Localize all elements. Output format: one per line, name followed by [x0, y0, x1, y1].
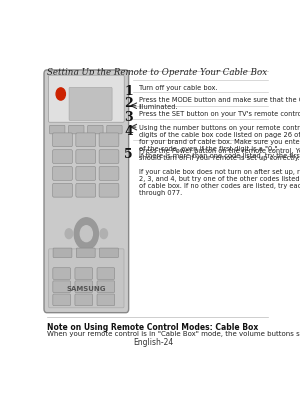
FancyBboxPatch shape [76, 183, 96, 197]
FancyBboxPatch shape [48, 75, 124, 122]
FancyBboxPatch shape [100, 248, 118, 258]
Text: Setting Up the Remote to Operate Your Cable Box: Setting Up the Remote to Operate Your Ca… [47, 67, 267, 77]
Circle shape [65, 229, 73, 239]
FancyBboxPatch shape [52, 183, 72, 197]
FancyBboxPatch shape [76, 248, 95, 258]
Text: Press the MODE button and make sure that the Cable LED is
illuminated.: Press the MODE button and make sure that… [139, 97, 300, 110]
Text: Using the number buttons on your remote control, enter three
digits of the cable: Using the number buttons on your remote … [139, 125, 300, 159]
Text: 5: 5 [124, 148, 133, 161]
FancyBboxPatch shape [99, 150, 119, 164]
Circle shape [80, 226, 92, 242]
FancyBboxPatch shape [76, 133, 96, 146]
FancyBboxPatch shape [50, 125, 65, 134]
Text: 4: 4 [124, 125, 133, 138]
FancyBboxPatch shape [44, 70, 129, 313]
FancyBboxPatch shape [76, 150, 96, 164]
FancyBboxPatch shape [69, 125, 84, 134]
FancyBboxPatch shape [53, 268, 70, 279]
Text: 2: 2 [124, 97, 133, 110]
FancyBboxPatch shape [49, 249, 124, 308]
Circle shape [74, 218, 98, 250]
Text: SAMSUNG: SAMSUNG [67, 286, 106, 292]
Text: Note on Using Remote Control Modes: Cable Box: Note on Using Remote Control Modes: Cabl… [47, 324, 258, 332]
FancyBboxPatch shape [53, 248, 72, 258]
FancyBboxPatch shape [76, 167, 96, 180]
FancyBboxPatch shape [52, 167, 72, 180]
Text: English-24: English-24 [134, 337, 174, 347]
FancyBboxPatch shape [75, 294, 93, 306]
Text: Press the Power button on the remote control. Your cable box
should turn on if y: Press the Power button on the remote con… [139, 148, 300, 196]
Circle shape [56, 88, 65, 100]
FancyBboxPatch shape [52, 150, 72, 164]
Text: When your remote control is in "Cable Box" mode, the volume buttons still contro: When your remote control is in "Cable Bo… [47, 331, 300, 337]
Text: 3: 3 [124, 111, 133, 124]
Text: Turn off your cable box.: Turn off your cable box. [139, 85, 217, 91]
FancyBboxPatch shape [53, 294, 70, 306]
FancyBboxPatch shape [69, 87, 112, 120]
FancyBboxPatch shape [99, 167, 119, 180]
FancyBboxPatch shape [75, 281, 93, 293]
FancyBboxPatch shape [97, 294, 115, 306]
FancyBboxPatch shape [97, 281, 115, 293]
FancyBboxPatch shape [107, 125, 122, 134]
FancyBboxPatch shape [88, 125, 103, 134]
FancyBboxPatch shape [75, 268, 93, 279]
FancyBboxPatch shape [97, 268, 115, 279]
FancyBboxPatch shape [99, 183, 119, 197]
Text: Press the SET button on your TV's remote control.: Press the SET button on your TV's remote… [139, 111, 300, 117]
FancyBboxPatch shape [53, 281, 70, 293]
Text: 1: 1 [124, 85, 133, 98]
Circle shape [100, 229, 107, 239]
FancyBboxPatch shape [99, 133, 119, 146]
FancyBboxPatch shape [52, 133, 72, 146]
